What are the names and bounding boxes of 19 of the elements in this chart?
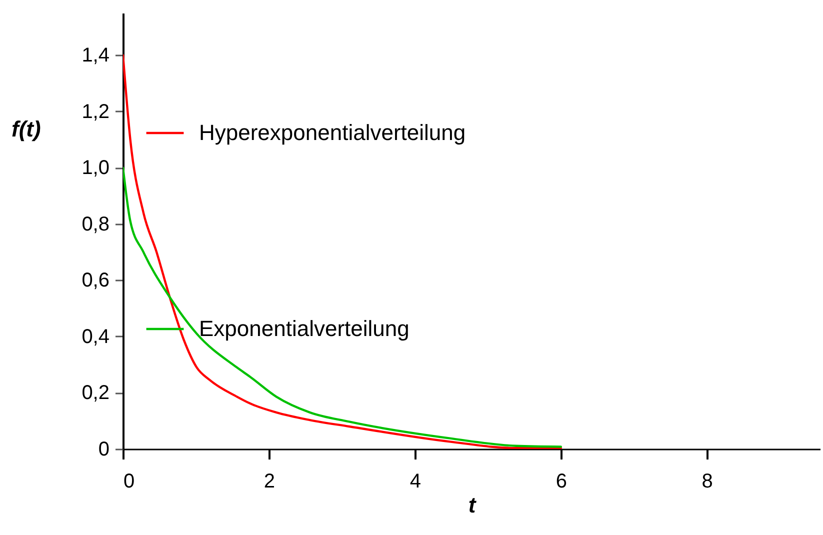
y-tick-label: 0,6: [82, 270, 110, 292]
legend-label: Hyperexponentialverteilung: [199, 120, 466, 145]
y-tick-label: 1,4: [82, 44, 110, 67]
x-tick-label: 8: [702, 470, 713, 492]
x-tick-label: 6: [556, 470, 567, 492]
legend-label: Exponentialverteilung: [199, 316, 410, 341]
line-series: [123, 166, 562, 448]
x-axis-title: t: [468, 492, 478, 518]
y-axis-title: f(t): [12, 116, 41, 142]
x-tick-label: 2: [264, 470, 276, 492]
y-tick-label: 0,4: [82, 326, 110, 348]
x-tick-label: 4: [410, 470, 421, 492]
y-tick-label: 0,8: [82, 213, 110, 236]
y-tick-label: 1,0: [82, 157, 110, 180]
x-tick-label: 0: [124, 470, 135, 492]
y-tick-label: 1,2: [82, 100, 110, 123]
line-series: [123, 54, 562, 449]
y-tick-label: 0,2: [82, 382, 110, 404]
y-tick-label: 0: [98, 438, 110, 460]
